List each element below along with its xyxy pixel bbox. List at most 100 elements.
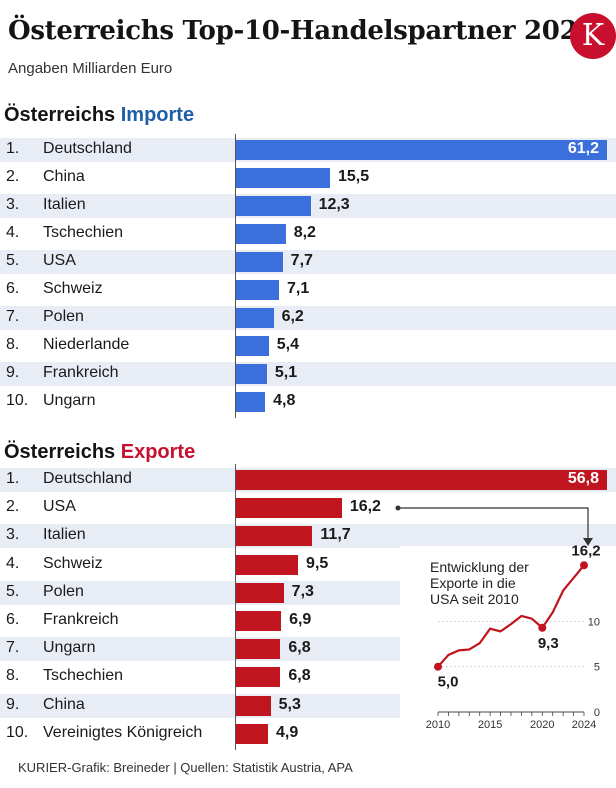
inset-y-tick-label: 10 [588,616,600,628]
imports-value-label: 5,1 [274,364,298,381]
imports-row: 9. Frankreich 5,1 [0,362,616,386]
imports-rank: 3. [6,196,20,213]
exports-country-label: Tschechien [43,667,124,685]
exports-rank: 6. [6,611,20,628]
exports-row: 4. Schweiz 9,5 [0,553,616,577]
imports-country-label: Niederlande [43,336,130,353]
exports-row: 10. Vereinigtes Königreich 4,9 [0,722,616,746]
kurier-logo: K [570,13,616,59]
imports-title-accent: Importe [120,104,195,126]
exports-value-label: 9,5 [306,554,329,572]
exports-value-label: 5,3 [278,695,301,713]
imports-country-label: Deutschland [43,140,132,157]
imports-value-label: 7,1 [287,280,310,297]
imports-row: 8. Niederlande 5,4 [0,334,616,358]
imports-country-label: Polen [43,308,84,325]
inset-x-tick-label: 2010 [426,719,450,731]
imports-bar [236,364,267,384]
inset-data-point [538,623,547,632]
imports-country-label: China [43,168,85,185]
imports-country-label: Ungarn [43,392,96,409]
imports-country-label: Italien [43,196,86,213]
imports-title-prefix: Österreichs [4,104,121,126]
inset-data-point [580,561,588,570]
exports-country-label: USA [43,498,76,516]
source-footer: KURIER-Grafik: Breineder | Quellen: Stat… [18,760,353,775]
imports-value-label: 4,8 [273,392,296,409]
exports-rank: 3. [6,526,20,544]
exports-rank: 2. [6,498,20,516]
exports-bar [236,498,342,519]
inset-title-line: Exporte in die [430,575,516,591]
imports-rank: 4. [6,224,20,241]
imports-bar [236,336,269,356]
exports-title-accent: Exporte [120,441,196,463]
exports-value-label: 6,9 [289,611,312,628]
inset-data-label: 5,0 [438,674,459,691]
exports-rank: 4. [6,554,20,572]
imports-country-label: Frankreich [43,364,119,381]
page-title: Österreichs Top-10-Handelspartner 2024 [8,16,596,46]
exports-value-label: 4,9 [276,723,299,741]
imports-rank: 6. [6,280,20,297]
imports-bar [236,308,274,328]
imports-rank: 1. [6,140,20,157]
exports-country-label: Deutschland [43,470,132,487]
exports-row: 3. Italien 11,7 [0,524,616,549]
imports-rank: 9. [6,364,20,381]
inset-title-line: Entwicklung der [430,559,529,575]
imports-axis-line [235,134,236,418]
imports-value-label: 12,3 [318,196,350,213]
imports-bar [236,280,280,300]
inset-title-line: USA seit 2010 [430,591,519,607]
usa-exports-inset-chart: Entwicklung der Exporte in die USA seit 20… [400,542,616,742]
imports-bar [236,252,283,272]
exports-bar [236,639,281,660]
exports-section-title: Österreichs Exporte [4,441,195,464]
imports-bar [236,224,286,244]
exports-country-label: China [43,695,85,713]
imports-value-label: 8,2 [293,224,316,241]
inset-y-tick-label: 0 [594,707,600,719]
exports-row: 2. USA 16,2 [0,496,616,520]
imports-row: 5. USA 7,7 [0,250,616,274]
exports-row: 8. Tschechien 6,8 [0,665,616,689]
exports-value-label: 6,8 [288,667,311,685]
inset-data-label: 16,2 [571,542,600,559]
imports-row: 1. Deutschland 61,2 [0,138,616,162]
imports-bar [236,168,330,188]
exports-country-label: Ungarn [43,639,96,657]
exports-country-label: Vereinigtes Königreich [43,723,203,741]
exports-bar [236,526,313,547]
exports-rank: 5. [6,582,20,600]
imports-rank: 5. [6,252,20,269]
connector-arrowhead [583,538,593,546]
imports-country-label: Schweiz [43,280,103,297]
imports-section-title: Österreichs Importe [4,104,194,127]
page-subtitle: Angaben Milliarden Euro [8,60,173,77]
exports-rank: 10. [6,723,29,741]
exports-country-label: Italien [43,526,86,544]
imports-row: 7. Polen 6,2 [0,306,616,330]
imports-row: 4. Tschechien 8,2 [0,222,616,246]
exports-row: 1. Deutschland 56,8 [0,468,616,492]
imports-value-label: 6,2 [281,308,304,325]
imports-bar [236,196,311,216]
imports-value-label: 5,4 [276,336,299,353]
exports-bar [236,470,607,490]
imports-bar [236,392,266,412]
exports-country-label: Frankreich [43,611,119,628]
imports-rank: 8. [6,336,20,353]
imports-country-label: USA [43,252,76,269]
imports-row: 2. China 15,5 [0,166,616,190]
connector-start-dot [395,505,401,511]
exports-row: 6. Frankreich 6,9 [0,609,616,633]
inset-x-tick-label: 2024 [572,719,596,731]
imports-value-label: 7,7 [290,252,313,269]
exports-value-label: 11,7 [320,526,351,544]
imports-rank: 7. [6,308,20,325]
imports-row: 10. Ungarn 4,8 [0,390,616,414]
inset-y-tick-label: 5 [594,662,600,674]
